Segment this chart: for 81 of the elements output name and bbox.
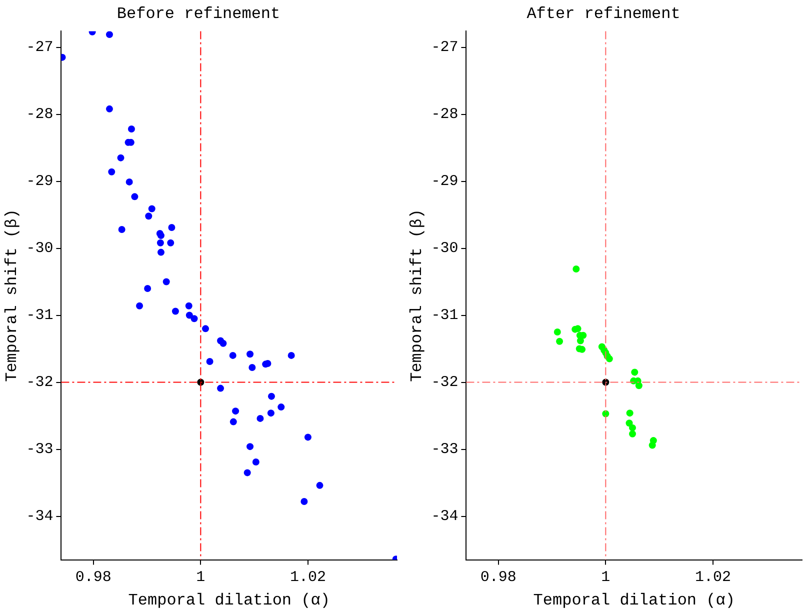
point [626,410,634,417]
point [572,266,580,273]
point [248,364,256,372]
y-axis-title: Temporal shift (β) [2,209,21,382]
point [316,482,324,489]
point [172,308,179,315]
point [576,337,584,344]
point [246,350,254,358]
y-tick-label: -29 [431,173,458,190]
y-tick-label: -31 [26,307,54,324]
y-tick-label: -34 [431,508,458,526]
point [117,154,124,162]
point [648,442,656,449]
x-tick-label: 0.98 [480,568,516,586]
point [157,248,164,256]
chart-title: Before refinement [116,4,280,23]
point [148,205,156,212]
point [106,105,113,112]
point [162,278,170,286]
point [145,212,152,220]
x-tick-label: 0.98 [75,568,112,586]
point [136,302,144,310]
point [168,224,176,231]
y-tick-label: -27 [26,39,54,56]
y-tick-label: -31 [431,307,458,324]
y-tick-label: -34 [26,508,54,526]
point [217,384,224,392]
x-tick-label: 1.02 [694,568,731,586]
point [554,328,561,336]
point [106,31,113,38]
point [578,346,586,353]
y-tick-label: -33 [26,441,54,458]
point [628,430,636,438]
point [202,325,209,332]
point [288,352,295,359]
point [556,338,564,345]
y-tick-label: -30 [431,240,458,258]
point [126,178,133,186]
y-tick-label: -27 [431,39,458,56]
point [300,498,308,506]
point [186,312,193,319]
point [156,239,164,246]
point [131,193,138,200]
point [230,418,237,426]
y-tick-label: -32 [26,374,54,392]
point [606,355,613,362]
chart-title: After refinement [526,4,680,23]
point [144,284,152,292]
point [108,168,116,176]
point [185,302,192,310]
x-tick-label: 1 [601,568,610,586]
y-tick-label: -32 [431,374,458,392]
point [190,315,198,322]
y-tick-label: -28 [26,106,54,124]
x-axis-title: Temporal dilation (α) [533,592,735,610]
y-tick-label: -29 [26,173,54,190]
x-tick-label: 1 [196,568,206,586]
point [232,408,240,415]
point [167,239,174,246]
point [635,382,642,390]
point [220,340,227,347]
point [628,424,636,432]
x-axis-title: Temporal dilation (α) [128,592,330,610]
y-tick-label: -28 [431,106,458,124]
point [278,404,285,411]
point [244,469,251,476]
point [128,126,135,133]
point [268,392,275,400]
point [256,414,264,422]
y-tick-label: -30 [26,240,54,258]
point [206,358,214,365]
point [118,226,126,234]
y-tick-label: -33 [431,441,458,458]
point [229,352,236,359]
point [631,368,638,376]
y-axis-title: Temporal shift (β) [408,209,426,382]
x-tick-label: 1.02 [290,568,326,586]
point [246,443,254,450]
point [252,458,260,466]
point [304,434,312,441]
point [267,410,274,417]
